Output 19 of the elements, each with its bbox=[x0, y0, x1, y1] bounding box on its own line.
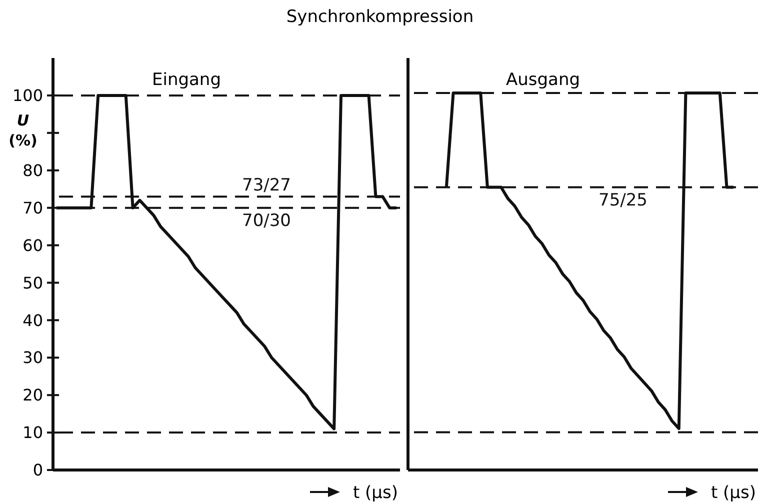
y-axis-title: U (%) bbox=[8, 111, 38, 150]
x-axis-title: t (µs) bbox=[352, 483, 398, 503]
y-tick-label: 50 bbox=[22, 273, 43, 292]
y-tick-label: 40 bbox=[22, 310, 43, 330]
text: Eingang bbox=[152, 70, 222, 90]
y-tick-label: 30 bbox=[22, 348, 43, 368]
x-axis-title: t (µs) bbox=[710, 483, 756, 503]
annotation: 73/27 bbox=[242, 176, 291, 196]
y-tick-label: 20 bbox=[22, 386, 43, 405]
y-tick-label: 100 bbox=[12, 86, 43, 106]
chart-title: Synchronkompression bbox=[286, 7, 474, 27]
y-tick-label: 10 bbox=[22, 423, 43, 442]
y-tick-label: 70 bbox=[22, 198, 43, 218]
annotation: 70/30 bbox=[242, 210, 291, 231]
chart-subtitle: Ausgang bbox=[506, 70, 580, 90]
y-tick-label: 0 bbox=[32, 460, 43, 480]
y-tick-label: 80 bbox=[22, 160, 43, 180]
y-tick-label: 60 bbox=[22, 236, 43, 255]
annotation: 75/25 bbox=[598, 190, 648, 210]
